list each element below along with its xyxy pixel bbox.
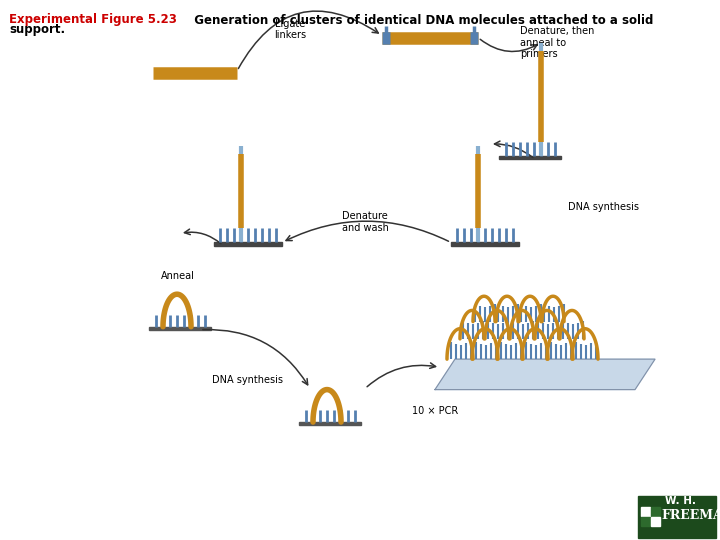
Text: Ligate
linkers: Ligate linkers — [274, 18, 306, 40]
Text: W. H.: W. H. — [665, 496, 696, 506]
Text: 7: 7 — [106, 504, 117, 513]
Text: Copyright © 2013 by W. H. Freeman and Company: Copyright © 2013 by W. H. Freeman and Co… — [236, 507, 484, 517]
Bar — [299, 422, 361, 425]
Bar — [651, 507, 660, 516]
Text: Denature
and wash: Denature and wash — [341, 211, 388, 233]
Text: Edition: Edition — [123, 504, 157, 513]
Polygon shape — [435, 359, 655, 389]
Text: support.: support. — [9, 23, 66, 36]
Text: DNA synthesis: DNA synthesis — [212, 375, 284, 386]
Text: DNA synthesis: DNA synthesis — [568, 202, 639, 212]
Bar — [149, 327, 211, 330]
Bar — [641, 507, 650, 516]
Text: Lodish et al.: Lodish et al. — [8, 516, 63, 525]
Bar — [451, 242, 519, 246]
Text: Denature, then
anneal to
primers: Denature, then anneal to primers — [520, 26, 595, 59]
Text: Molecular Cell Biology,: Molecular Cell Biology, — [8, 504, 109, 513]
Bar — [651, 517, 660, 526]
Text: FREEMAN: FREEMAN — [661, 509, 720, 522]
Text: 10 × PCR: 10 × PCR — [412, 406, 458, 416]
Text: Generation of clusters of identical DNA molecules attached to a solid: Generation of clusters of identical DNA … — [186, 14, 653, 26]
Bar — [641, 517, 650, 526]
Bar — [638, 496, 716, 538]
Text: Anneal: Anneal — [161, 271, 195, 281]
Bar — [214, 242, 282, 246]
Text: th: th — [117, 502, 124, 507]
Bar — [499, 156, 561, 159]
Text: Experimental Figure 5.23: Experimental Figure 5.23 — [9, 14, 177, 26]
